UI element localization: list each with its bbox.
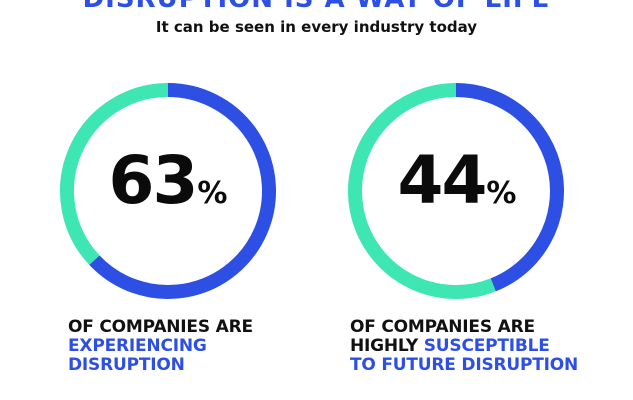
ring-segment-susceptible-share: [455, 83, 564, 292]
caption-highlight: EXPERIENCING: [68, 336, 207, 356]
stat-susceptible: 44 %: [357, 148, 557, 214]
stat-experiencing: 63 %: [68, 148, 268, 214]
ring-segment-experiencing-remainder: [60, 83, 169, 265]
donut-chart-susceptible: [348, 83, 564, 299]
caption-line: DISRUPTION: [68, 356, 253, 375]
caption-text: OF COMPANIES ARE: [350, 317, 535, 337]
caption-line: OF COMPANIES ARE: [350, 318, 578, 337]
caption-line: EXPERIENCING: [68, 337, 253, 356]
stat-unit-susceptible: %: [486, 176, 517, 211]
caption-highlight: SUSCEPTIBLE: [423, 336, 550, 356]
caption-susceptible: OF COMPANIES ARE HIGHLY SUSCEPTIBLE TO FUT…: [350, 318, 578, 375]
stat-unit-experiencing: %: [197, 176, 228, 211]
caption-experiencing: OF COMPANIES ARE EXPERIENCING DISRUPTION: [68, 318, 253, 375]
page-subtitle: It can be seen in every industry today: [155, 18, 478, 36]
caption-highlight: DISRUPTION: [68, 355, 185, 375]
ring-segment-experiencing-share: [89, 83, 276, 299]
stat-value-susceptible: 44: [397, 142, 488, 219]
caption-text: OF COMPANIES ARE: [68, 317, 253, 337]
caption-text: HIGHLY: [350, 336, 424, 356]
donut-chart-experiencing: [60, 83, 276, 299]
caption-highlight: TO FUTURE DISRUPTION: [350, 355, 579, 375]
stat-value-experiencing: 63: [108, 142, 199, 219]
ring-segment-susceptible-remainder: [348, 83, 496, 299]
caption-line: HIGHLY SUSCEPTIBLE: [350, 337, 578, 356]
caption-line: OF COMPANIES ARE: [68, 318, 253, 337]
page-title: DISRUPTION IS A WAY OF LIFE: [0, 0, 633, 14]
caption-line: TO FUTURE DISRUPTION: [350, 356, 578, 375]
